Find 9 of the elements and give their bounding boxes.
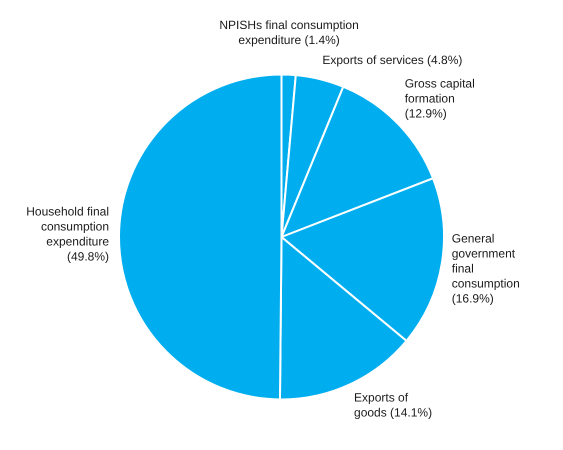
data-label: (12.9%) <box>404 106 447 120</box>
slice-label: Exports of goods (14.1%) <box>354 390 432 420</box>
slice-label: General government final consumption <box>452 232 520 291</box>
data-label: (49.8%) <box>66 249 109 264</box>
slice-label: NPISHs final consumption expenditure (1.4%) <box>219 18 359 47</box>
data-label: (16.9%) <box>452 292 494 306</box>
slice-label: Gross capital formation <box>404 76 475 106</box>
slice-label: Household final consumption expenditure <box>26 204 110 248</box>
slice-label: Exports of services (4.8%) <box>322 52 462 67</box>
